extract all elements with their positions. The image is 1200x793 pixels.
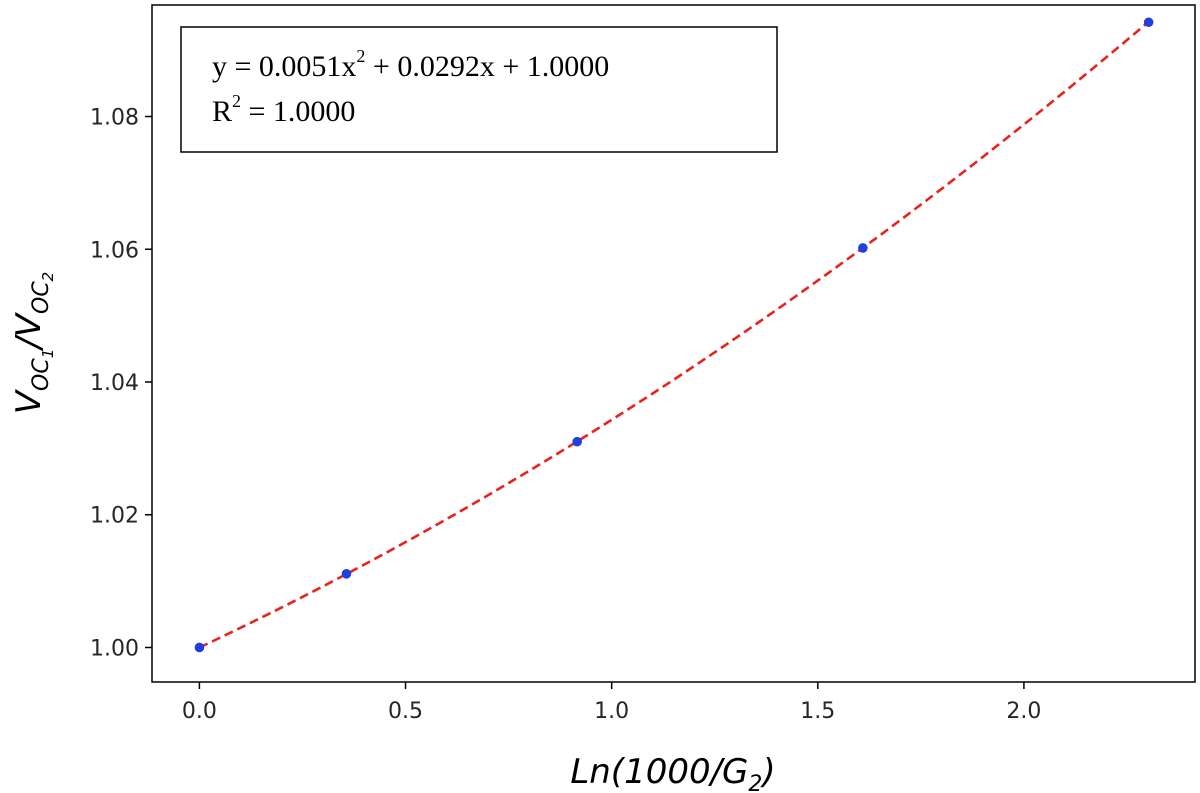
data-point xyxy=(194,642,205,653)
x-tick-label: 0.0 xyxy=(182,699,217,724)
equation-box: y = 0.0051x2 + 0.0292x + 1.0000 R2 = 1.0… xyxy=(180,26,778,153)
equation-line: y = 0.0051x2 + 0.0292x + 1.0000 xyxy=(212,46,609,83)
y-tick-label: 1.00 xyxy=(90,636,139,661)
data-points-layer xyxy=(194,17,1154,653)
y-tick-label: 1.02 xyxy=(90,504,139,529)
y-axis-ticks: 1.00 1.02 1.04 1.06 1.08 xyxy=(90,106,152,661)
plot-frame xyxy=(151,4,1196,683)
equation-box-frame xyxy=(180,26,778,153)
data-point xyxy=(858,243,868,253)
y-tick-label: 1.08 xyxy=(90,106,139,131)
r-squared-line: R2 = 1.0000 xyxy=(212,91,355,128)
data-point xyxy=(341,569,352,579)
x-tick-label: 1.5 xyxy=(800,699,835,724)
x-tick-label: 0.5 xyxy=(388,699,423,724)
data-point xyxy=(1143,17,1154,28)
data-point xyxy=(572,436,582,447)
y-tick-label: 1.04 xyxy=(90,371,139,396)
x-axis-ticks: 0.0 0.5 1.0 1.5 2.0 xyxy=(182,682,1041,724)
y-axis-label: VOC1/VOC2 xyxy=(9,272,57,414)
x-tick-label: 1.0 xyxy=(594,699,629,724)
x-tick-label: 2.0 xyxy=(1006,699,1041,724)
y-tick-label: 1.06 xyxy=(90,238,139,263)
x-axis-label: Ln(1000/G2) xyxy=(570,752,775,793)
